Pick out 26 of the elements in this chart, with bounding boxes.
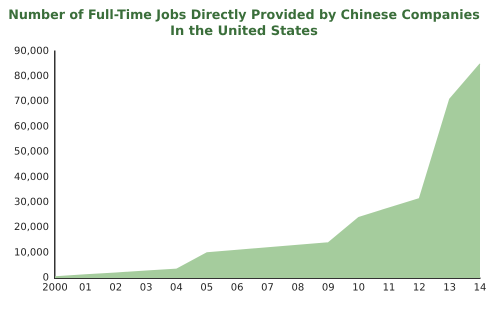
x-tick-label: 11 xyxy=(382,282,396,294)
x-tick-label: 10 xyxy=(352,282,365,294)
x-tick-label: 05 xyxy=(200,282,214,294)
y-tick-label: 10,000 xyxy=(14,247,49,258)
chart-title: Number of Full-Time Jobs Directly Provided by Chinese Companies In the United States xyxy=(8,8,480,39)
x-tick-label: 12 xyxy=(412,282,426,294)
x-tick-label: 04 xyxy=(170,282,183,294)
y-tick-label: 0 xyxy=(42,272,49,284)
y-tick-label: 50,000 xyxy=(14,146,49,158)
y-tick-label: 70,000 xyxy=(14,96,49,108)
x-tick-label: 13 xyxy=(443,282,456,294)
x-tick-label: 02 xyxy=(109,282,122,294)
y-tick-label: 30,000 xyxy=(14,196,49,208)
x-tick-label: 03 xyxy=(140,282,152,294)
y-tick-label: 40,000 xyxy=(14,172,49,183)
x-tick-label: 07 xyxy=(261,282,274,294)
x-tick-label: 14 xyxy=(474,282,486,294)
x-tick-label: 2000 xyxy=(42,282,68,294)
y-tick-label: 60,000 xyxy=(14,121,49,132)
y-tick-label: 90,000 xyxy=(14,46,49,57)
x-tick-label: 08 xyxy=(291,282,304,294)
y-tick-label: 20,000 xyxy=(14,222,49,234)
y-tick-label: 80,000 xyxy=(14,70,49,82)
x-tick-label: 09 xyxy=(322,282,335,294)
x-tick-label: 01 xyxy=(78,282,92,294)
x-tick-label: 06 xyxy=(230,282,244,294)
